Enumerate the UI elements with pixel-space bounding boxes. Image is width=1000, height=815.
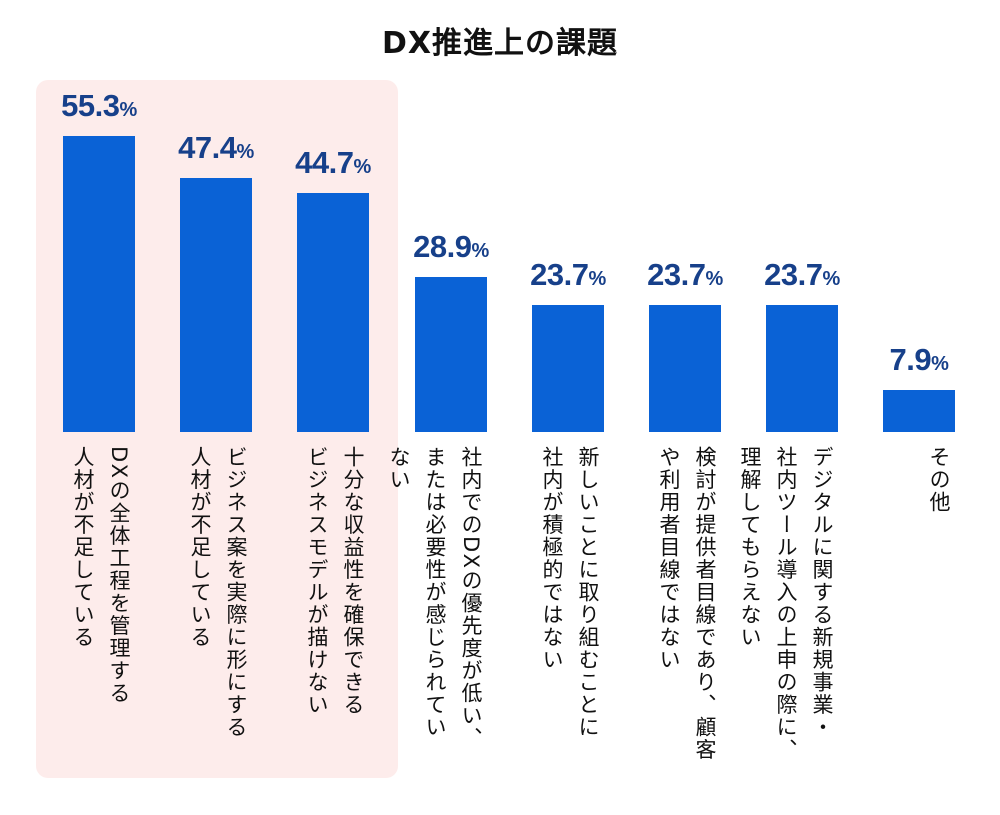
chart-title: DX推進上の課題 xyxy=(381,26,619,61)
data-label-unit: % xyxy=(931,352,949,375)
category-label-line: 社内が積極的ではない xyxy=(540,446,564,671)
category-label-line: 新しいことに取り組むことに xyxy=(576,446,600,739)
data-label-value: 55.3 xyxy=(61,88,120,124)
data-label-value: 47.4 xyxy=(178,130,237,166)
category-label: 十分な収益性を確保できる ビジネスモデルが描けない xyxy=(299,446,371,716)
category-label: デジタルに関する新規事業・ 社内ツール導入の上申の際に、 理解してもらえない xyxy=(732,446,840,761)
bar xyxy=(649,305,721,432)
data-label-unit: % xyxy=(705,268,724,291)
data-label: 23.7% xyxy=(498,257,638,293)
category-label-line: 十分な収益性を確保できる xyxy=(341,446,365,716)
bar xyxy=(297,192,369,432)
data-label-unit: % xyxy=(822,268,841,291)
category-label-line: 理解してもらえない xyxy=(738,446,762,649)
category-label: その他 xyxy=(921,446,957,514)
category-label-line: 人材が不足している xyxy=(188,446,212,649)
category-label-line: その他 xyxy=(927,446,951,514)
category-label: ビジネス案を実際に形にする 人材が不足している xyxy=(182,446,254,739)
data-label: 28.9% xyxy=(381,229,521,265)
data-label-value: 7.9 xyxy=(889,341,932,377)
category-label-line: または必要性が感じられてい xyxy=(423,446,447,739)
category-label-line: デジタルに関する新規事業・ xyxy=(810,446,834,739)
bar xyxy=(766,305,838,432)
category-label-line: や利用者目線ではない xyxy=(657,446,681,671)
bar xyxy=(180,178,252,432)
category-label-line: 検討が提供者目線であり、顧客 xyxy=(693,446,717,761)
bar xyxy=(415,277,487,432)
data-label: 23.7% xyxy=(732,257,872,293)
category-label: 社内でのDXの優先度が低い、 または必要性が感じられてい ない xyxy=(381,446,489,750)
data-label-unit: % xyxy=(353,155,372,178)
data-label-value: 23.7 xyxy=(764,257,823,293)
data-label: 55.3% xyxy=(29,88,169,124)
category-label-line: 社内ツール導入の上申の際に、 xyxy=(774,446,798,761)
bar xyxy=(883,389,955,432)
data-label-unit: % xyxy=(471,240,490,263)
category-label-line: ビジネスモデルが描けない xyxy=(305,446,329,716)
data-label-value: 23.7 xyxy=(647,257,706,293)
category-label: 検討が提供者目線であり、顧客 や利用者目線ではない xyxy=(651,446,723,761)
data-label: 23.7% xyxy=(615,257,755,293)
category-label-line: 社内でのDXの優先度が低い、 xyxy=(459,446,483,750)
category-label-line: ビジネス案を実際に形にする xyxy=(224,446,248,739)
data-label: 47.4% xyxy=(146,130,286,166)
data-label-value: 44.7 xyxy=(295,144,354,180)
data-label-unit: % xyxy=(119,99,138,122)
data-label: 44.7% xyxy=(263,145,403,181)
data-label-unit: % xyxy=(588,268,607,291)
bar xyxy=(63,136,135,432)
category-label-line: ない xyxy=(387,446,411,491)
bar xyxy=(532,305,604,432)
category-label-line: 人材が不足している xyxy=(71,446,95,649)
data-label: 7.9% xyxy=(849,342,989,378)
data-label-value: 23.7 xyxy=(530,257,589,293)
category-label: 新しいことに取り組むことに 社内が積極的ではない xyxy=(534,446,606,739)
data-label-unit: % xyxy=(236,141,255,164)
category-label: DXの全体工程を管理する 人材が不足している xyxy=(65,446,137,705)
category-label-line: DXの全体工程を管理する xyxy=(107,446,131,705)
data-label-value: 28.9 xyxy=(413,229,472,265)
